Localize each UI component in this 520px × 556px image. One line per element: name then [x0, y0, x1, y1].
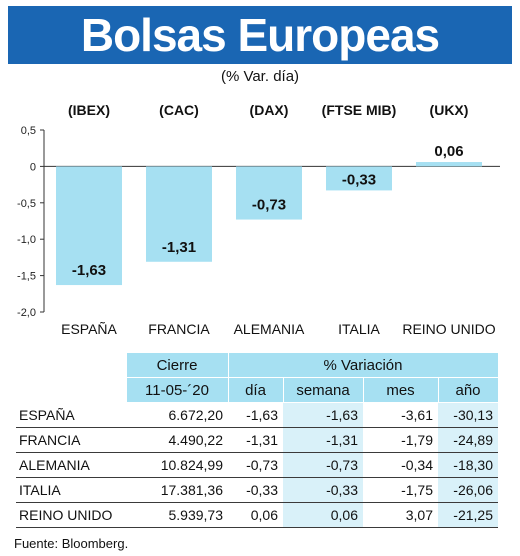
- row-dia: -1,31: [228, 427, 283, 453]
- value-label: -1,31: [162, 239, 196, 256]
- row-name: ALEMANIA: [16, 452, 126, 478]
- row-cierre: 5.939,73: [126, 502, 228, 528]
- y-tick-label: -1,0: [17, 234, 36, 246]
- row-semana: 0,06: [283, 502, 363, 528]
- row-semana: -0,73: [283, 452, 363, 478]
- row-semana: -0,33: [283, 477, 363, 503]
- row-dia: -0,73: [228, 452, 283, 478]
- header-semana: semana: [282, 377, 364, 403]
- y-tick-label: -1,5: [17, 271, 36, 283]
- bar: [56, 166, 122, 286]
- row-mes: -3,61: [363, 402, 438, 428]
- row-mes: -0,34: [363, 452, 438, 478]
- value-label: -0,33: [342, 171, 376, 188]
- row-semana: -1,31: [283, 427, 363, 453]
- header-variacion: % Variación: [227, 352, 499, 378]
- category-label: ESPAÑA: [61, 321, 117, 337]
- table-row: ALEMANIA 10.824,99 -0,73 -0,73 -0,34 -18…: [16, 452, 498, 478]
- row-mes: 3,07: [363, 502, 438, 528]
- row-cierre: 6.672,20: [126, 402, 228, 428]
- row-anio: -26,06: [438, 477, 498, 503]
- row-semana: -1,63: [283, 402, 363, 428]
- row-anio: -30,13: [438, 402, 498, 428]
- bar-chart: 0,5 0 -0,5 -1,0 -1,5 -2,0 (IBEX) ESPAÑA -1,63 (CA…: [17, 102, 500, 337]
- category-label: ITALIA: [338, 321, 380, 337]
- y-tick-label: -0,5: [17, 198, 36, 210]
- row-dia: -0,33: [228, 477, 283, 503]
- row-anio: -24,89: [438, 427, 498, 453]
- row-name: ITALIA: [16, 477, 126, 503]
- row-cierre: 17.381,36: [126, 477, 228, 503]
- index-label: (DAX): [250, 102, 289, 118]
- row-cierre: 4.490,22: [126, 427, 228, 453]
- source-note: Fuente: Bloomberg.: [14, 536, 129, 551]
- value-label: 0,06: [434, 143, 463, 160]
- header-cierre: Cierre: [125, 352, 229, 378]
- row-anio: -21,25: [438, 502, 498, 528]
- bar: [236, 166, 302, 220]
- row-dia: -1,63: [228, 402, 283, 428]
- header-mes: mes: [362, 377, 439, 403]
- row-name: REINO UNIDO: [16, 502, 126, 528]
- table-row: ESPAÑA 6.672,20 -1,63 -1,63 -3,61 -30,13: [16, 402, 498, 428]
- row-mes: -1,79: [363, 427, 438, 453]
- row-cierre: 10.824,99: [126, 452, 228, 478]
- category-label: REINO UNIDO: [402, 321, 495, 337]
- value-label: -1,63: [72, 262, 106, 279]
- y-tick-label: 0: [30, 161, 36, 173]
- y-tick-label: -2,0: [17, 307, 36, 319]
- header-date: 11-05-´20: [125, 377, 229, 403]
- header-anio: año: [437, 377, 499, 403]
- index-label: (UKX): [430, 102, 469, 118]
- title-banner: Bolsas Europeas: [8, 6, 512, 64]
- page-title: Bolsas Europeas: [80, 9, 440, 61]
- table-row: REINO UNIDO 5.939,73 0,06 0,06 3,07 -21,…: [16, 502, 498, 528]
- category-label: ALEMANIA: [234, 321, 305, 337]
- bar: [326, 166, 392, 191]
- value-label: -0,73: [252, 197, 286, 214]
- row-anio: -18,30: [438, 452, 498, 478]
- index-label: (FTSE MIB): [322, 102, 397, 118]
- category-label: FRANCIA: [148, 321, 210, 337]
- row-name: FRANCIA: [16, 427, 126, 453]
- index-label: (CAC): [159, 102, 199, 118]
- row-name: ESPAÑA: [16, 402, 126, 428]
- table-row: ITALIA 17.381,36 -0,33 -0,33 -1,75 -26,0…: [16, 477, 498, 503]
- index-label: (IBEX): [68, 102, 110, 118]
- row-mes: -1,75: [363, 477, 438, 503]
- header-dia: día: [227, 377, 284, 403]
- closing-table: Cierre % Variación 11-05-´20 día semana …: [16, 352, 499, 528]
- chart-subtitle: (% Var. día): [220, 68, 300, 85]
- bar: [416, 162, 482, 167]
- bar: [146, 166, 212, 262]
- row-dia: 0,06: [228, 502, 283, 528]
- table-row: FRANCIA 4.490,22 -1,31 -1,31 -1,79 -24,8…: [16, 427, 498, 453]
- y-tick-label: 0,5: [21, 125, 36, 137]
